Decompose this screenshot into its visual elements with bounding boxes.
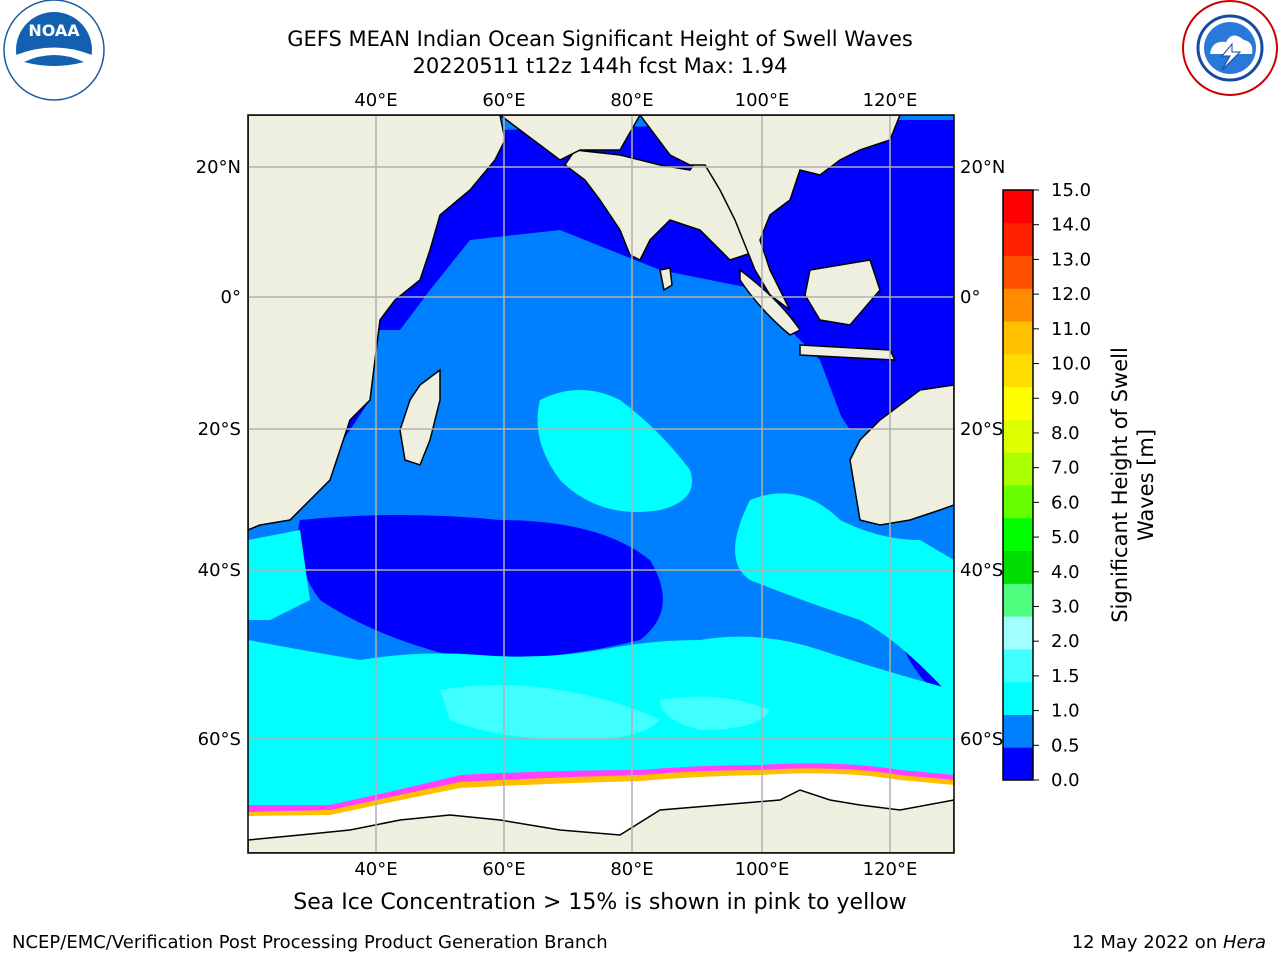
colorbar-tick-label: 7.0 — [1051, 458, 1080, 479]
colorbar-segment — [1003, 583, 1033, 617]
chart-subtitle: 20220511 t12z 144h fcst Max: 1.94 — [412, 54, 788, 78]
colorbar-segment — [1003, 353, 1033, 388]
colorbar-tick-label: 15.0 — [1051, 180, 1091, 201]
sea-ice-caption: Sea Ice Concentration > 15% is shown in … — [293, 890, 907, 915]
lat-label-right: 20°S — [960, 419, 1003, 440]
lat-label-right: 60°S — [960, 729, 1003, 750]
colorbar-tick-label: 12.0 — [1051, 284, 1091, 305]
colorbar-segment — [1003, 648, 1033, 683]
colorbar-tick-label: 5.0 — [1051, 527, 1080, 548]
map-area — [248, 115, 954, 853]
lon-label-top: 40°E — [354, 90, 397, 111]
lat-label-right: 40°S — [960, 560, 1003, 581]
colorbar-tick-label: 9.0 — [1051, 388, 1080, 409]
lon-label-bottom: 40°E — [354, 859, 397, 880]
colorbar-tick-label: 6.0 — [1051, 492, 1080, 513]
chart-title: GEFS MEAN Indian Ocean Significant Heigh… — [287, 27, 913, 51]
colorbar-tick-label: 13.0 — [1051, 249, 1091, 270]
colorbar-segment — [1003, 681, 1033, 715]
colorbar-segment — [1003, 550, 1033, 584]
colorbar-tick-label: 4.0 — [1051, 562, 1080, 583]
colorbar-tick-label: 10.0 — [1051, 354, 1091, 375]
nws-logo — [1182, 0, 1278, 96]
lon-label-bottom: 120°E — [863, 859, 918, 880]
lat-label-right: 0° — [960, 287, 980, 308]
lat-label-left: 20°N — [196, 157, 241, 178]
footer-date: 12 May 2022 on Hera — [1071, 932, 1266, 953]
colorbar-tick-label: 0.0 — [1051, 770, 1080, 791]
colorbar-segment — [1003, 419, 1033, 453]
colorbar-segment — [1003, 386, 1033, 420]
colorbar-segment — [1003, 452, 1033, 486]
lon-label-top: 120°E — [863, 90, 918, 111]
colorbar-tick-label: 0.5 — [1051, 735, 1080, 756]
lat-label-left: 40°S — [198, 560, 241, 581]
colorbar: 0.0 0.5 1.0 1.5 2.0 3.0 4.0 5.0 6.0 7.0 8.0 9.0 10.0… — [1002, 180, 1091, 791]
colorbar-segment — [1003, 616, 1033, 650]
map-frame — [247, 114, 955, 854]
lon-label-top: 80°E — [610, 90, 653, 111]
colorbar-segment — [1003, 190, 1033, 224]
lon-label-bottom: 100°E — [735, 859, 790, 880]
graticule — [248, 115, 954, 853]
colorbar-segment — [1003, 747, 1033, 781]
colorbar-segment — [1003, 714, 1033, 748]
lat-label-right: 20°N — [960, 157, 1005, 178]
colorbar-segment — [1003, 255, 1033, 289]
colorbar-tick-label: 1.5 — [1051, 666, 1080, 687]
lat-label-left: 0° — [221, 287, 241, 308]
colorbar-frame — [1002, 189, 1034, 781]
colorbar-segment — [1003, 517, 1033, 552]
noaa-logo-text: NOAA — [28, 21, 80, 40]
colorbar-tick-label: 11.0 — [1051, 319, 1091, 340]
colorbar-tick-label: 14.0 — [1051, 215, 1091, 236]
lon-label-top: 60°E — [482, 90, 525, 111]
colorbar-segment — [1003, 485, 1033, 519]
noaa-logo: NOAA — [3, 0, 105, 101]
colorbar-tick-label: 8.0 — [1051, 423, 1080, 444]
colorbar-segment — [1003, 288, 1033, 322]
colorbar-segment — [1003, 321, 1033, 355]
colorbar-segment — [1003, 222, 1033, 257]
colorbar-tick-label: 2.0 — [1051, 631, 1080, 652]
colorbar-tick-label: 1.0 — [1051, 701, 1080, 722]
lon-label-bottom: 80°E — [610, 859, 653, 880]
lon-label-top: 100°E — [735, 90, 790, 111]
lat-label-left: 60°S — [198, 729, 241, 750]
footer-credit: NCEP/EMC/Verification Post Processing Pr… — [12, 932, 608, 953]
lat-label-left: 20°S — [198, 419, 241, 440]
lon-label-bottom: 60°E — [482, 859, 525, 880]
colorbar-tick-label: 3.0 — [1051, 596, 1080, 617]
